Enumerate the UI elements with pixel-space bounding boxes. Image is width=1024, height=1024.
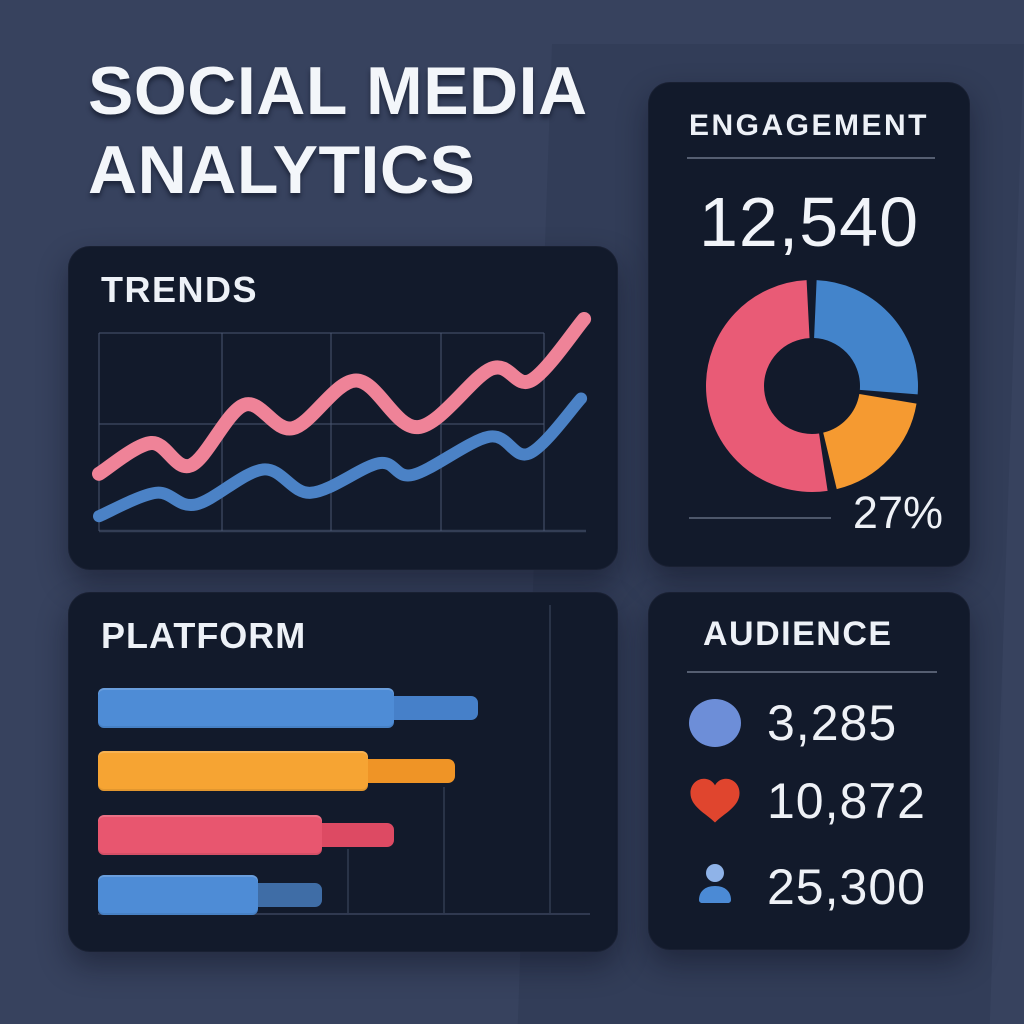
audience-divider-line [687, 671, 937, 673]
engagement-percent-label: 27% [852, 487, 943, 538]
platform-bar-1 [98, 688, 395, 728]
audience-row-person: 25,300 [689, 859, 926, 915]
trends-panel-title: TRENDS [101, 269, 259, 310]
engagement-panel: ENGAGEMENT 12,540 27% [648, 82, 970, 567]
platform-x-axis [98, 913, 590, 915]
platform-panel-title: PLATFORM [101, 615, 307, 656]
trends-line-chart [92, 312, 592, 533]
platform-bar-3 [98, 815, 323, 855]
platform-panel: PLATFORM [68, 592, 618, 952]
trend-line-series-pink [92, 312, 592, 481]
audience-panel-title: AUDIENCE [703, 615, 893, 653]
donut-segment-pink [706, 280, 918, 492]
audience-row-heart: 10,872 [689, 773, 926, 829]
platform-bar-chart [69, 593, 617, 951]
platform-bar-4 [98, 875, 258, 915]
circle-icon [689, 697, 741, 749]
audience-heart-value: 10,872 [767, 773, 926, 829]
platform-gridline [347, 849, 349, 913]
trend-line-series-blue [93, 392, 588, 523]
trends-panel: TRENDS [68, 246, 618, 570]
audience-row-circle: 3,285 [689, 695, 898, 751]
audience-circle-value: 3,285 [767, 695, 898, 751]
audience-person-value: 25,300 [767, 859, 926, 915]
audience-panel: AUDIENCE 3,285 10,872 25,300 [648, 592, 970, 950]
engagement-footer-line [689, 517, 831, 519]
platform-gridline [549, 605, 551, 913]
page-title-line2: ANALYTICS [88, 132, 476, 208]
engagement-divider-line [687, 157, 935, 159]
person-icon [689, 861, 741, 913]
engagement-panel-title: ENGAGEMENT [688, 109, 929, 142]
engagement-total-value: 12,540 [698, 183, 920, 261]
platform-gridline [443, 787, 445, 913]
page-title: SOCIAL MEDIA ANALYTICS [88, 52, 588, 210]
donut-segment-blue [706, 280, 918, 492]
page-title-line1: SOCIAL MEDIA [88, 53, 588, 129]
heart-icon [689, 775, 741, 827]
platform-bar-2 [98, 751, 368, 791]
engagement-donut-chart [706, 280, 918, 492]
